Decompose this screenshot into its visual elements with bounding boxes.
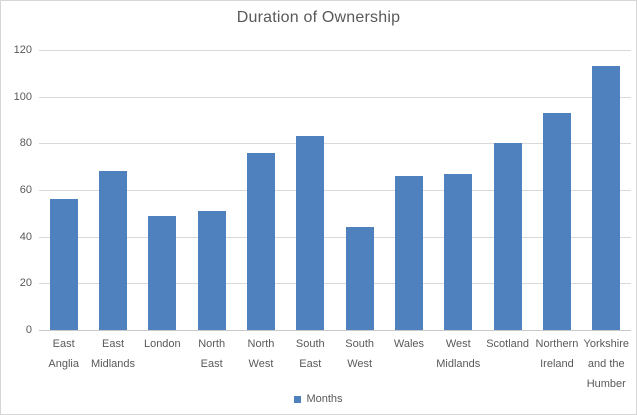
legend-label: Months	[306, 393, 343, 405]
plot-area	[39, 50, 631, 331]
bar-east-midlands	[98, 171, 127, 330]
bar-north-east	[197, 211, 226, 330]
x-axis: East Anglia East Midlands London North East Nor…	[39, 334, 631, 394]
bar-slot-london	[138, 50, 187, 330]
bar-slot-wales	[384, 50, 433, 330]
bar-yorkshire-and-the-humber	[592, 66, 621, 330]
gridline-120	[39, 50, 631, 51]
x-category-label-south-west: South West	[345, 338, 374, 370]
legend-marker-months	[294, 395, 302, 403]
bar-london	[148, 215, 177, 330]
bar-slot-south-east	[286, 50, 335, 330]
bar-slot-northern-ireland	[532, 50, 581, 330]
y-tick-label-80: 80	[19, 137, 32, 150]
x-category-label-east-anglia: East Anglia	[48, 338, 79, 370]
x-category-label-london: London	[143, 338, 181, 350]
y-tick-label-20: 20	[19, 277, 32, 290]
bar-slot-scotland	[483, 50, 532, 330]
bar-series-months	[39, 50, 631, 330]
bar-slot-east-anglia	[39, 50, 88, 330]
gridline-0	[39, 330, 631, 331]
x-category-label-west-midlands: West Midlands	[436, 338, 481, 370]
legend: Months	[1, 393, 636, 405]
bar-slot-yorkshire-and-the-humber	[582, 50, 631, 330]
bar-south-east	[296, 136, 325, 330]
y-tick-label-120: 120	[13, 44, 32, 56]
x-category-label-north-west: North West	[247, 338, 275, 370]
bar-slot-north-east	[187, 50, 236, 330]
bar-scotland	[493, 143, 522, 330]
x-category-label-northern-ireland: Northern Ireland	[535, 338, 579, 370]
bar-north-west	[246, 152, 275, 330]
y-tick-label-100: 100	[13, 90, 32, 103]
bar-south-west	[345, 227, 374, 330]
x-category-label-yorkshire-and-the-humber: Yorkshire and the Humber	[583, 338, 629, 390]
gridline-100	[39, 96, 631, 98]
y-tick-label-0: 0	[25, 324, 32, 336]
gridline-20	[39, 283, 631, 285]
bar-northern-ireland	[542, 113, 571, 330]
gridline-40	[39, 236, 631, 238]
bar-slot-west-midlands	[434, 50, 483, 330]
x-category-label-south-east: South East	[295, 338, 325, 370]
bar-slot-east-midlands	[88, 50, 137, 330]
bar-east-anglia	[49, 199, 78, 330]
x-category-label-east-midlands: East Midlands	[90, 338, 135, 370]
bar-slot-north-west	[236, 50, 285, 330]
y-axis: 0 20 40 60 80 100 120	[1, 44, 32, 336]
x-category-label-scotland: Scotland	[486, 338, 530, 350]
bar-slot-south-west	[335, 50, 384, 330]
gridline-60	[39, 190, 631, 191]
x-category-label-wales: Wales	[393, 338, 425, 350]
x-category-label-north-east: North East	[198, 338, 226, 370]
y-tick-label-60: 60	[19, 184, 32, 196]
bar-west-midlands	[444, 173, 473, 330]
chart-title: Duration of Ownership	[236, 9, 401, 26]
y-tick-label-40: 40	[19, 230, 32, 243]
bar-wales	[394, 176, 423, 330]
gridline-80	[39, 143, 631, 145]
